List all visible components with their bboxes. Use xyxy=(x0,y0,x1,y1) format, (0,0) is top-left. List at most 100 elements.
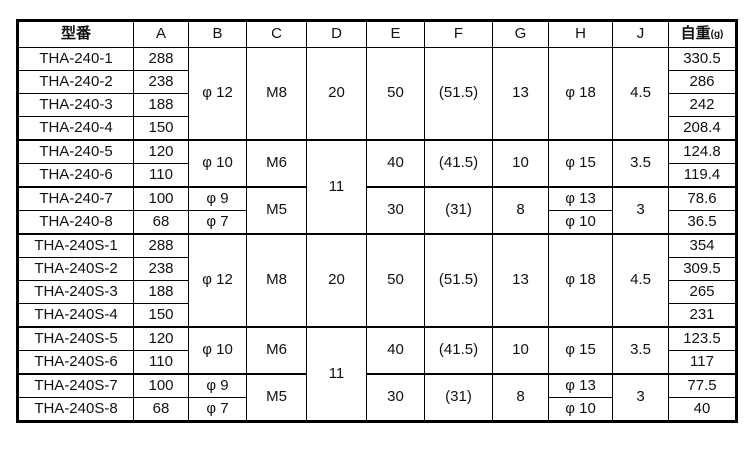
col-header-f: F xyxy=(424,20,493,48)
cell-weight: 117 xyxy=(668,350,737,375)
cell-model: THA-240S-7 xyxy=(17,373,134,398)
cell-a: 150 xyxy=(133,303,189,328)
cell-j: 3 xyxy=(612,186,669,235)
cell-model: THA-240-7 xyxy=(17,186,134,211)
weight-unit-label: (g) xyxy=(710,29,724,41)
table-row: THA-240S-5 120 φ 10 M6 11 40 (41.5) 10 φ… xyxy=(17,326,737,422)
cell-model: THA-240S-6 xyxy=(17,350,134,375)
cell-model: THA-240S-3 xyxy=(17,280,134,304)
cell-c: M5 xyxy=(246,186,307,235)
cell-weight: 36.5 xyxy=(668,210,737,235)
cell-a: 120 xyxy=(133,326,189,351)
cell-c: M5 xyxy=(246,373,307,422)
cell-h: φ 13 xyxy=(548,186,613,211)
cell-f: (31) xyxy=(424,373,493,422)
cell-h: φ 13 xyxy=(548,373,613,398)
table-row: THA-240S-8 68 φ 7 φ 10 40 xyxy=(17,397,737,422)
cell-model: THA-240-6 xyxy=(17,163,134,188)
cell-weight: 124.8 xyxy=(668,139,737,164)
cell-h: φ 10 xyxy=(548,210,613,235)
cell-h: φ 15 xyxy=(548,326,613,375)
cell-b: φ 10 xyxy=(188,139,247,188)
cell-h: φ 10 xyxy=(548,397,613,422)
cell-weight: 119.4 xyxy=(668,163,737,188)
col-header-b: B xyxy=(188,20,247,48)
cell-a: 68 xyxy=(133,210,189,235)
cell-j: 3 xyxy=(612,373,669,422)
cell-f: (51.5) xyxy=(424,47,493,141)
cell-b: φ 7 xyxy=(188,210,247,235)
cell-model: THA-240S-1 xyxy=(17,233,134,258)
cell-model: THA-240S-4 xyxy=(17,303,134,328)
cell-weight: 286 xyxy=(668,70,737,94)
cell-e: 50 xyxy=(366,233,425,328)
col-header-g: G xyxy=(492,20,549,48)
cell-c: M6 xyxy=(246,326,307,375)
table-row: THA-240-1 288 φ 12 M8 20 50 (51.5) 13 φ … xyxy=(17,47,737,141)
table-row: THA-240S-7 100 φ 9 M5 30 (31) 8 φ 13 3 7… xyxy=(17,373,737,422)
cell-weight: 40 xyxy=(668,397,737,422)
cell-a: 188 xyxy=(133,280,189,304)
cell-weight: 208.4 xyxy=(668,116,737,141)
table-row: THA-240S-4 150 231 xyxy=(17,303,737,328)
cell-d: 20 xyxy=(306,233,367,328)
cell-a: 68 xyxy=(133,397,189,422)
cell-e: 40 xyxy=(366,326,425,375)
cell-a: 100 xyxy=(133,373,189,398)
cell-g: 8 xyxy=(492,373,549,422)
cell-f: (31) xyxy=(424,186,493,235)
cell-model: THA-240S-5 xyxy=(17,326,134,351)
cell-weight: 123.5 xyxy=(668,326,737,351)
cell-c: M6 xyxy=(246,139,307,188)
cell-g: 13 xyxy=(492,47,549,141)
cell-j: 3.5 xyxy=(612,139,669,188)
cell-b: φ 12 xyxy=(188,47,247,141)
cell-a: 188 xyxy=(133,93,189,117)
spec-table: 型番 A B C D E F G H J 自重(g) THA-240-1 288… xyxy=(16,19,738,423)
cell-j: 4.5 xyxy=(612,233,669,328)
table-row: THA-240-3 188 242 xyxy=(17,93,737,117)
cell-a: 238 xyxy=(133,70,189,94)
cell-a: 288 xyxy=(133,47,189,71)
cell-e: 30 xyxy=(366,373,425,422)
cell-e: 50 xyxy=(366,47,425,141)
cell-f: (51.5) xyxy=(424,233,493,328)
cell-c: M8 xyxy=(246,233,307,328)
cell-f: (41.5) xyxy=(424,139,493,188)
table-row: THA-240S-3 188 265 xyxy=(17,280,737,304)
cell-b: φ 12 xyxy=(188,233,247,328)
cell-g: 10 xyxy=(492,326,549,375)
cell-a: 238 xyxy=(133,257,189,281)
cell-g: 10 xyxy=(492,139,549,188)
header-row: 型番 A B C D E F G H J 自重(g) xyxy=(17,20,737,48)
cell-b: φ 9 xyxy=(188,186,247,211)
cell-g: 8 xyxy=(492,186,549,235)
cell-h: φ 18 xyxy=(548,47,613,141)
cell-a: 100 xyxy=(133,186,189,211)
cell-a: 120 xyxy=(133,139,189,164)
cell-j: 4.5 xyxy=(612,47,669,141)
cell-model: THA-240-2 xyxy=(17,70,134,94)
col-header-weight: 自重(g) xyxy=(668,20,737,48)
cell-g: 13 xyxy=(492,233,549,328)
col-header-d: D xyxy=(306,20,367,48)
table-row: THA-240-8 68 φ 7 φ 10 36.5 xyxy=(17,210,737,235)
col-header-j: J xyxy=(612,20,669,48)
table-row: THA-240-4 150 208.4 xyxy=(17,116,737,141)
cell-a: 150 xyxy=(133,116,189,141)
weight-label: 自重 xyxy=(680,25,711,43)
cell-b: φ 7 xyxy=(188,397,247,422)
col-header-h: H xyxy=(548,20,613,48)
cell-c: M8 xyxy=(246,47,307,141)
cell-model: THA-240-3 xyxy=(17,93,134,117)
cell-weight: 354 xyxy=(668,233,737,258)
table-row: THA-240S-6 110 117 xyxy=(17,350,737,375)
cell-weight: 265 xyxy=(668,280,737,304)
cell-h: φ 18 xyxy=(548,233,613,328)
cell-e: 30 xyxy=(366,186,425,235)
table-row: THA-240-6 110 119.4 xyxy=(17,163,737,188)
col-header-model: 型番 xyxy=(17,20,134,48)
col-header-c: C xyxy=(246,20,307,48)
cell-b: φ 10 xyxy=(188,326,247,375)
